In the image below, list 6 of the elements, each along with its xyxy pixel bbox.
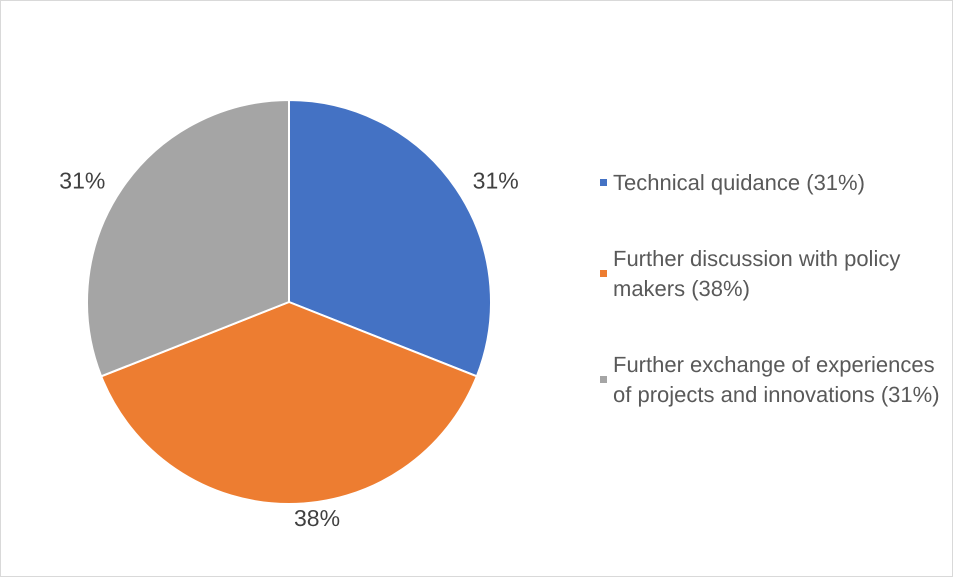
legend-label: Technical quidance (31%) [613,170,865,195]
legend-label: Further discussion with policy makers (38%) [613,246,906,301]
data-label: 31% [59,168,106,194]
data-label: 38% [294,505,340,531]
legend-label: Further exchange of experiences of projects and innovations (31%) [613,352,941,407]
data-label: 31% [472,168,519,194]
